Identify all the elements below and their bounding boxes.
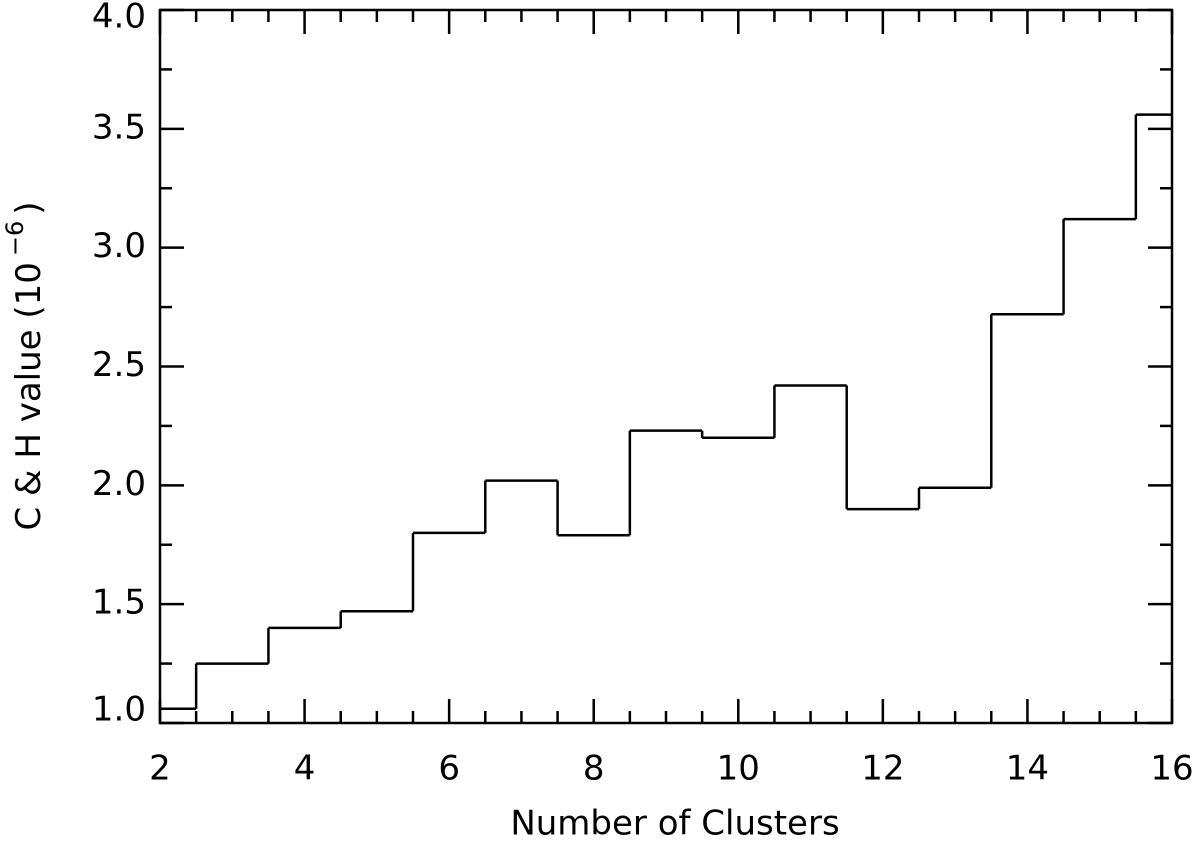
y-tick-label: 3.0 — [92, 226, 146, 266]
y-tick-label: 2.0 — [92, 464, 146, 504]
x-axis-label: Number of Clusters — [510, 804, 839, 841]
y-label-suffix: ) — [9, 201, 49, 214]
x-tick-label: 2 — [149, 749, 171, 789]
y-label-exponent: −6 — [1, 221, 29, 256]
y-tick-label: 3.5 — [92, 107, 146, 147]
y-tick-label: 4.0 — [92, 0, 146, 37]
x-tick-label: 14 — [1006, 749, 1049, 789]
y-axis-label: C & H value (10 −6) — [1, 201, 49, 530]
x-tick-label: 10 — [717, 749, 760, 789]
y-label-text: C & H value (10 — [9, 262, 49, 530]
y-tick-label: 2.5 — [92, 345, 146, 385]
y-tick-label: 1.0 — [92, 690, 146, 730]
x-tick-label: 12 — [861, 749, 904, 789]
x-tick-label: 4 — [294, 749, 316, 789]
x-tick-label: 6 — [438, 749, 460, 789]
x-tick-label: 16 — [1150, 749, 1193, 789]
x-tick-label: 8 — [583, 749, 605, 789]
y-tick-label: 1.5 — [92, 583, 146, 623]
plot-frame — [158, 8, 1174, 725]
